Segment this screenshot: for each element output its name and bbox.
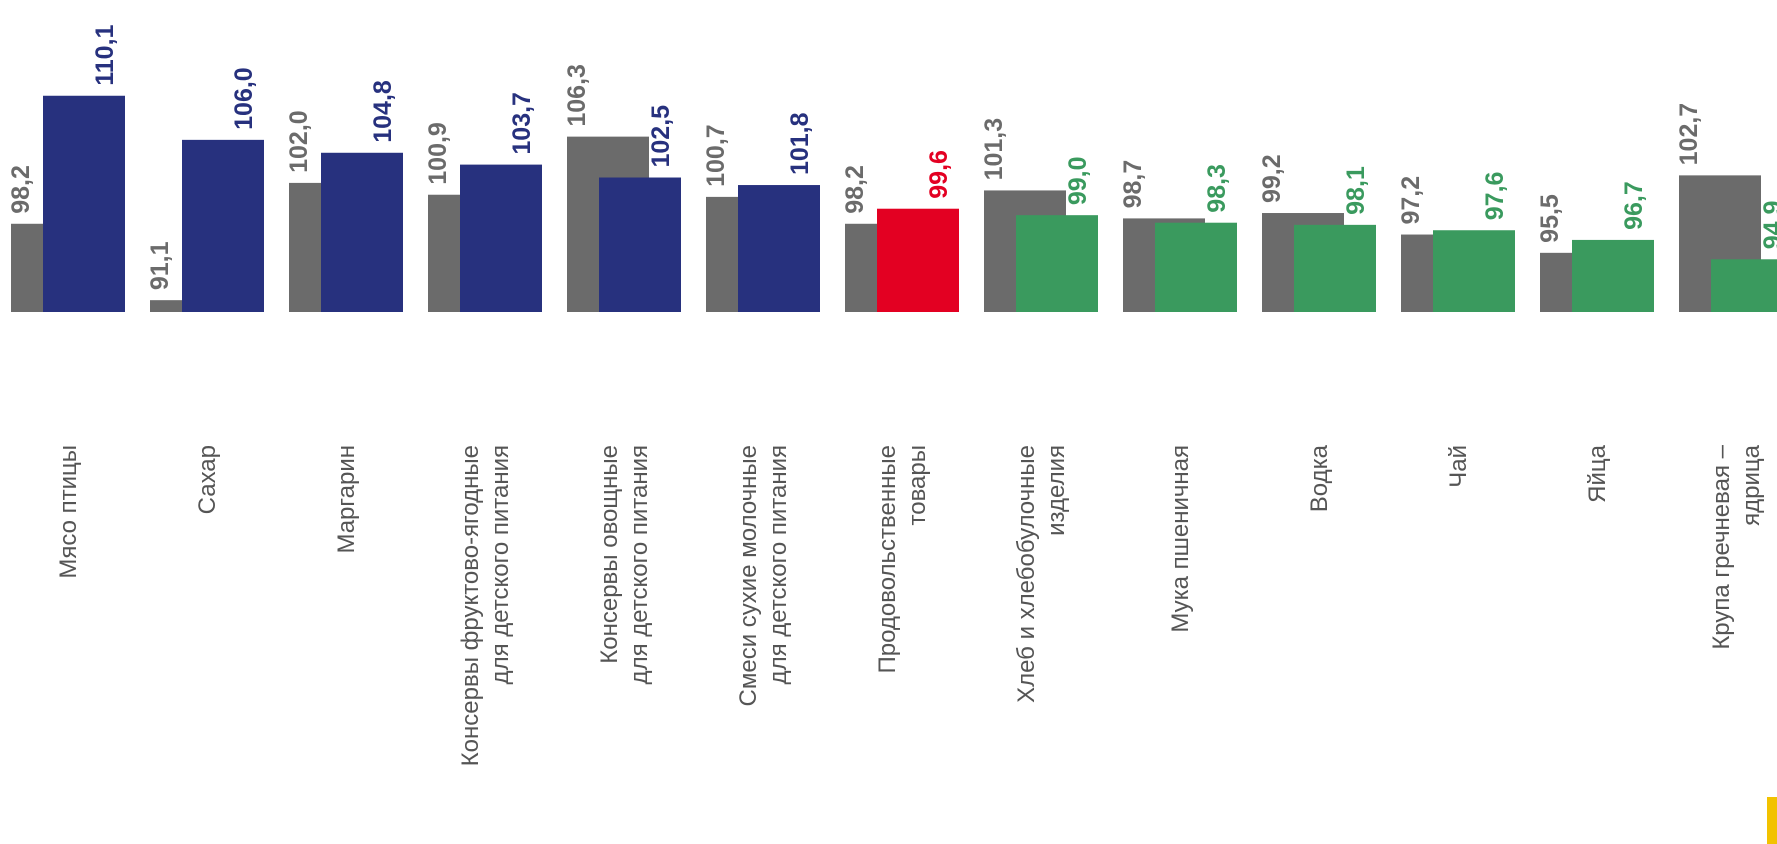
category-label-line: Консервы фруктово-ягодные <box>457 445 484 766</box>
value-label: 98,7 <box>1119 160 1147 209</box>
value-label: 97,6 <box>1481 172 1509 221</box>
category-label-line: Крупа гречневая – <box>1708 444 1735 649</box>
value-label: 101,3 <box>980 118 1008 181</box>
category-label-line: Консервы овощные <box>596 445 623 664</box>
value-label: 98,2 <box>841 165 869 214</box>
category-label-line: Сахар <box>194 445 221 514</box>
category-label-line: товары <box>904 445 931 526</box>
bar <box>738 185 820 312</box>
category-label-line: Мука пшеничная <box>1167 445 1194 633</box>
category-label: Мясо птицы <box>55 445 82 579</box>
value-label: 99,2 <box>1258 154 1286 203</box>
category-label-line: Маргарин <box>333 445 360 554</box>
category-label: Маргарин <box>333 445 360 554</box>
category-label-line: Водка <box>1306 444 1333 512</box>
category-label-line: Мясо птицы <box>55 445 82 579</box>
category-label-line: изделия <box>1043 445 1070 536</box>
category-label-line: ядрица <box>1738 444 1765 526</box>
bar <box>1711 259 1777 312</box>
category-label: Крупа гречневая –ядрица <box>1708 444 1765 649</box>
bar <box>599 178 681 312</box>
value-label: 98,1 <box>1342 166 1370 215</box>
category-label-line: Продовольственные <box>874 445 901 674</box>
bar <box>182 140 264 312</box>
value-label: 99,6 <box>925 150 953 199</box>
value-label: 101,8 <box>786 112 814 175</box>
value-label: 102,7 <box>1675 103 1703 166</box>
value-label: 100,9 <box>424 122 452 185</box>
value-label: 95,5 <box>1536 194 1564 243</box>
value-label: 103,7 <box>508 92 536 155</box>
category-label: Сахар <box>194 445 221 514</box>
bar <box>1155 223 1237 312</box>
value-label: 96,7 <box>1620 181 1648 230</box>
bar <box>1572 240 1654 312</box>
value-label: 106,3 <box>563 64 591 127</box>
category-label-line: Чай <box>1445 445 1472 488</box>
bar <box>1433 230 1515 312</box>
value-label: 98,2 <box>7 165 35 214</box>
bar <box>877 209 959 312</box>
category-label-line: для детского питания <box>626 445 653 684</box>
bar <box>1016 215 1098 312</box>
category-label: Мука пшеничная <box>1167 445 1194 633</box>
category-label-line: Хлеб и хлебобулочные <box>1013 445 1040 703</box>
value-label: 99,0 <box>1064 157 1092 206</box>
value-label: 102,0 <box>285 110 313 173</box>
bar <box>321 153 403 312</box>
bar <box>1294 225 1376 312</box>
category-label: Водка <box>1306 444 1333 512</box>
value-label: 102,5 <box>647 105 675 168</box>
bar <box>460 165 542 312</box>
value-label: 104,8 <box>369 80 397 143</box>
chart: 98,2 91,1 102,0 100,9 106,3 100,7 98,2 101,3 98,… <box>0 0 1777 844</box>
value-label: 106,0 <box>230 67 258 130</box>
category-label-line: для детского питания <box>765 445 792 684</box>
value-label: 94,9 <box>1759 201 1777 250</box>
corner-accent <box>1767 797 1777 844</box>
value-label: 97,2 <box>1397 176 1425 225</box>
category-label-line: для детского питания <box>487 445 514 684</box>
value-label: 100,7 <box>702 124 730 187</box>
value-label: 110,1 <box>91 24 119 85</box>
category-label-line: Смеси сухие молочные <box>735 445 762 706</box>
value-label: 98,3 <box>1203 164 1231 213</box>
value-label: 91,1 <box>146 241 174 290</box>
category-label: Чай <box>1445 445 1472 488</box>
bar <box>43 96 125 312</box>
category-label-line: Яйца <box>1584 444 1611 502</box>
category-label: Яйца <box>1584 444 1611 502</box>
